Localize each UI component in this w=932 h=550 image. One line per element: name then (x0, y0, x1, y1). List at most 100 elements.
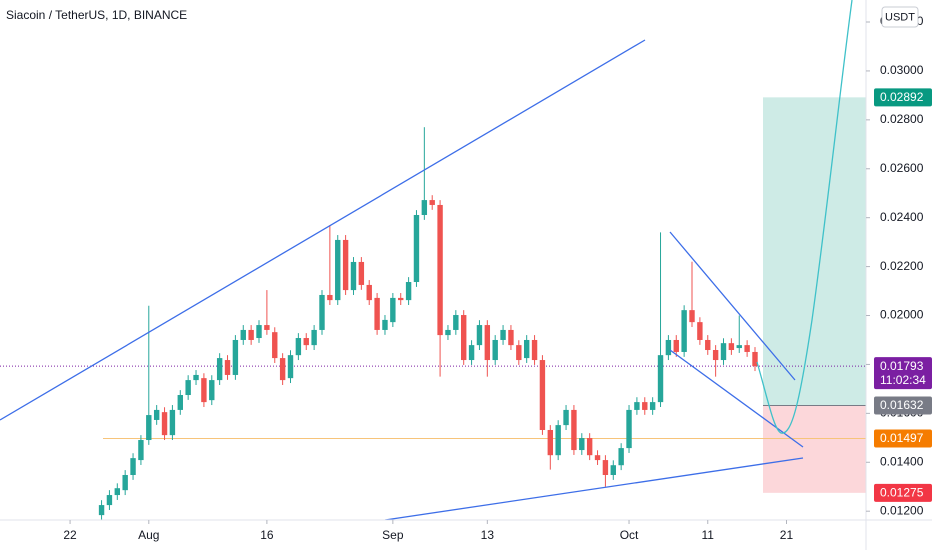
candle-body (689, 310, 695, 323)
candle-body (705, 339, 711, 351)
candle-body (421, 200, 428, 215)
candle-body (216, 358, 223, 381)
candle-body (327, 294, 333, 301)
price-badge-label: 0.01632 (880, 398, 924, 412)
candle-body (531, 339, 538, 361)
y-tick-label: 0.01200 (880, 503, 924, 517)
candle-body (516, 345, 522, 361)
trend-line (0, 39, 646, 421)
candle-body (350, 261, 357, 291)
candle-body (618, 448, 624, 466)
candle-body (736, 345, 742, 349)
y-tick-label: 0.03000 (880, 63, 924, 77)
y-tick-label: 0.02400 (880, 210, 924, 224)
candle-body (634, 402, 640, 410)
candle-body (484, 325, 491, 361)
y-tick-label: 0.01400 (880, 454, 924, 468)
candle-body (153, 409, 160, 420)
candle-body (287, 355, 294, 379)
y-tick-label: 0.02000 (880, 308, 924, 322)
target-zone (763, 97, 866, 406)
price-badge (874, 483, 932, 502)
candle-body (492, 339, 498, 361)
candle-body (571, 409, 577, 451)
candle-body (224, 360, 231, 375)
candle-body (193, 374, 199, 381)
candle-body (146, 415, 152, 441)
price-badge-label: 0.01275 (880, 486, 924, 500)
price-badge-label: 0.01793 (880, 359, 924, 373)
candle-body (169, 409, 176, 436)
candles (98, 127, 758, 520)
candle-body (106, 495, 113, 506)
y-tick-label: 0.02800 (880, 112, 924, 126)
candle-body (476, 325, 483, 346)
candle-body (161, 412, 168, 436)
x-tick-label: 16 (260, 528, 274, 542)
candle-body (248, 329, 254, 340)
candle-body (358, 261, 365, 285)
x-tick-label: Oct (620, 528, 639, 542)
candle-body (602, 460, 609, 475)
candle-body (500, 329, 506, 340)
trend-line (384, 457, 804, 520)
candle-body (744, 345, 750, 352)
candle-body (177, 395, 183, 410)
candle-body (642, 402, 648, 410)
x-tick-label: 21 (780, 528, 794, 542)
y-tick-label: 0.02600 (880, 161, 924, 175)
candle-body (657, 355, 664, 403)
price-badge (874, 429, 932, 448)
candle-body (681, 310, 687, 352)
candle-body (594, 455, 601, 461)
candle-body (279, 358, 286, 381)
channel-line (669, 231, 796, 381)
chart-title: Siacoin / TetherUS, 1D, BINANCE (6, 8, 187, 22)
candle-body (461, 315, 467, 361)
price-badge (874, 396, 932, 415)
candle-body (138, 440, 144, 461)
candle-body (374, 297, 380, 330)
candle-body (673, 339, 679, 352)
candle-body (720, 343, 727, 361)
projection-path (756, 0, 853, 434)
candle-body (240, 329, 246, 340)
candle-body (429, 200, 435, 205)
plot-background (0, 97, 866, 493)
x-tick-label: 22 (63, 528, 77, 542)
candle-body (264, 325, 270, 330)
channel-line (669, 349, 804, 448)
candle-body (610, 465, 616, 475)
candle-body (114, 488, 121, 496)
candle-body (445, 329, 451, 336)
candle-body (413, 214, 420, 283)
candle-body (539, 360, 546, 430)
candle-body (437, 204, 443, 336)
price-badge (874, 357, 932, 390)
candle-body (98, 505, 105, 516)
price-badge (874, 88, 932, 107)
candle-body (453, 315, 459, 330)
candle-body (295, 338, 302, 356)
currency-label[interactable]: USDT (885, 11, 915, 23)
candle-body (185, 380, 191, 396)
candle-body (523, 339, 530, 359)
currency-badge[interactable] (881, 6, 919, 28)
price-badge-label: 0.02892 (880, 90, 924, 104)
candle-body (626, 409, 632, 449)
candle-body (232, 339, 239, 375)
candle-body (728, 343, 735, 351)
candle-body (579, 438, 585, 451)
candle-body (319, 294, 325, 330)
x-tick-label: Sep (382, 528, 404, 542)
candle-body (311, 329, 317, 346)
candle-body (335, 239, 341, 301)
candle-body (256, 325, 262, 339)
candle-body (390, 297, 396, 323)
candle-body (563, 409, 569, 426)
candle-body (130, 458, 136, 475)
candle-body (303, 338, 309, 346)
candle-body (752, 351, 758, 367)
